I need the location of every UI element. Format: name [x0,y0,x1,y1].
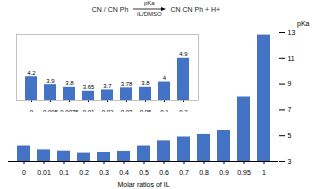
html-text:pKa: pKa [144,0,155,6]
html-text:CN / CN Ph: CN / CN Ph [91,5,129,13]
svg-text:0.9: 0.9 [219,169,229,176]
svg-text:0.01: 0.01 [37,169,51,176]
svg-text:pKa: pKa [297,20,310,28]
svg-text:0.1: 0.1 [160,109,169,112]
svg-text:3.9: 3.9 [46,78,55,84]
svg-text:0.0075: 0.0075 [60,109,79,112]
svg-text:Molar ratios of IL: Molar ratios of IL [117,181,169,188]
svg-text:0.005: 0.005 [43,109,59,112]
svg-text:0.1: 0.1 [59,169,69,176]
svg-text:0.02: 0.02 [102,109,114,112]
svg-text:0: 0 [30,109,34,112]
svg-text:4: 4 [163,75,167,81]
svg-text:0.4: 0.4 [119,169,129,176]
svg-text:4.9: 4.9 [179,51,188,57]
svg-text:0.03: 0.03 [121,109,133,112]
svg-text:0.8: 0.8 [199,169,209,176]
svg-text:0.3: 0.3 [99,169,109,176]
svg-text:0.01: 0.01 [83,109,95,112]
svg-text:7: 7 [288,106,292,113]
svg-text:13: 13 [288,29,296,36]
svg-text:3.8: 3.8 [65,80,74,86]
svg-text:3.65: 3.65 [83,84,95,90]
svg-text:1: 1 [262,169,266,176]
svg-text:4.2: 4.2 [27,70,36,76]
svg-text:0.7: 0.7 [179,169,189,176]
svg-text:0.2: 0.2 [79,169,89,176]
svg-text:11: 11 [288,55,295,62]
html-text:CN CN Ph + H+: CN CN Ph + H+ [170,5,221,13]
svg-text:0.95: 0.95 [237,169,251,176]
svg-text:0.05: 0.05 [140,109,152,112]
svg-text:5: 5 [288,132,292,139]
svg-text:3.78: 3.78 [121,81,133,87]
svg-text:0.5: 0.5 [139,169,149,176]
svg-text:3: 3 [288,158,292,165]
svg-text:0.6: 0.6 [159,169,169,176]
svg-text:0: 0 [22,169,26,176]
svg-text:9: 9 [288,80,292,87]
svg-text:3.7: 3.7 [103,83,112,89]
html-text:IL/DMSO: IL/DMSO [137,11,162,17]
svg-text:0.2: 0.2 [179,109,188,112]
svg-text:3.8: 3.8 [141,80,150,86]
